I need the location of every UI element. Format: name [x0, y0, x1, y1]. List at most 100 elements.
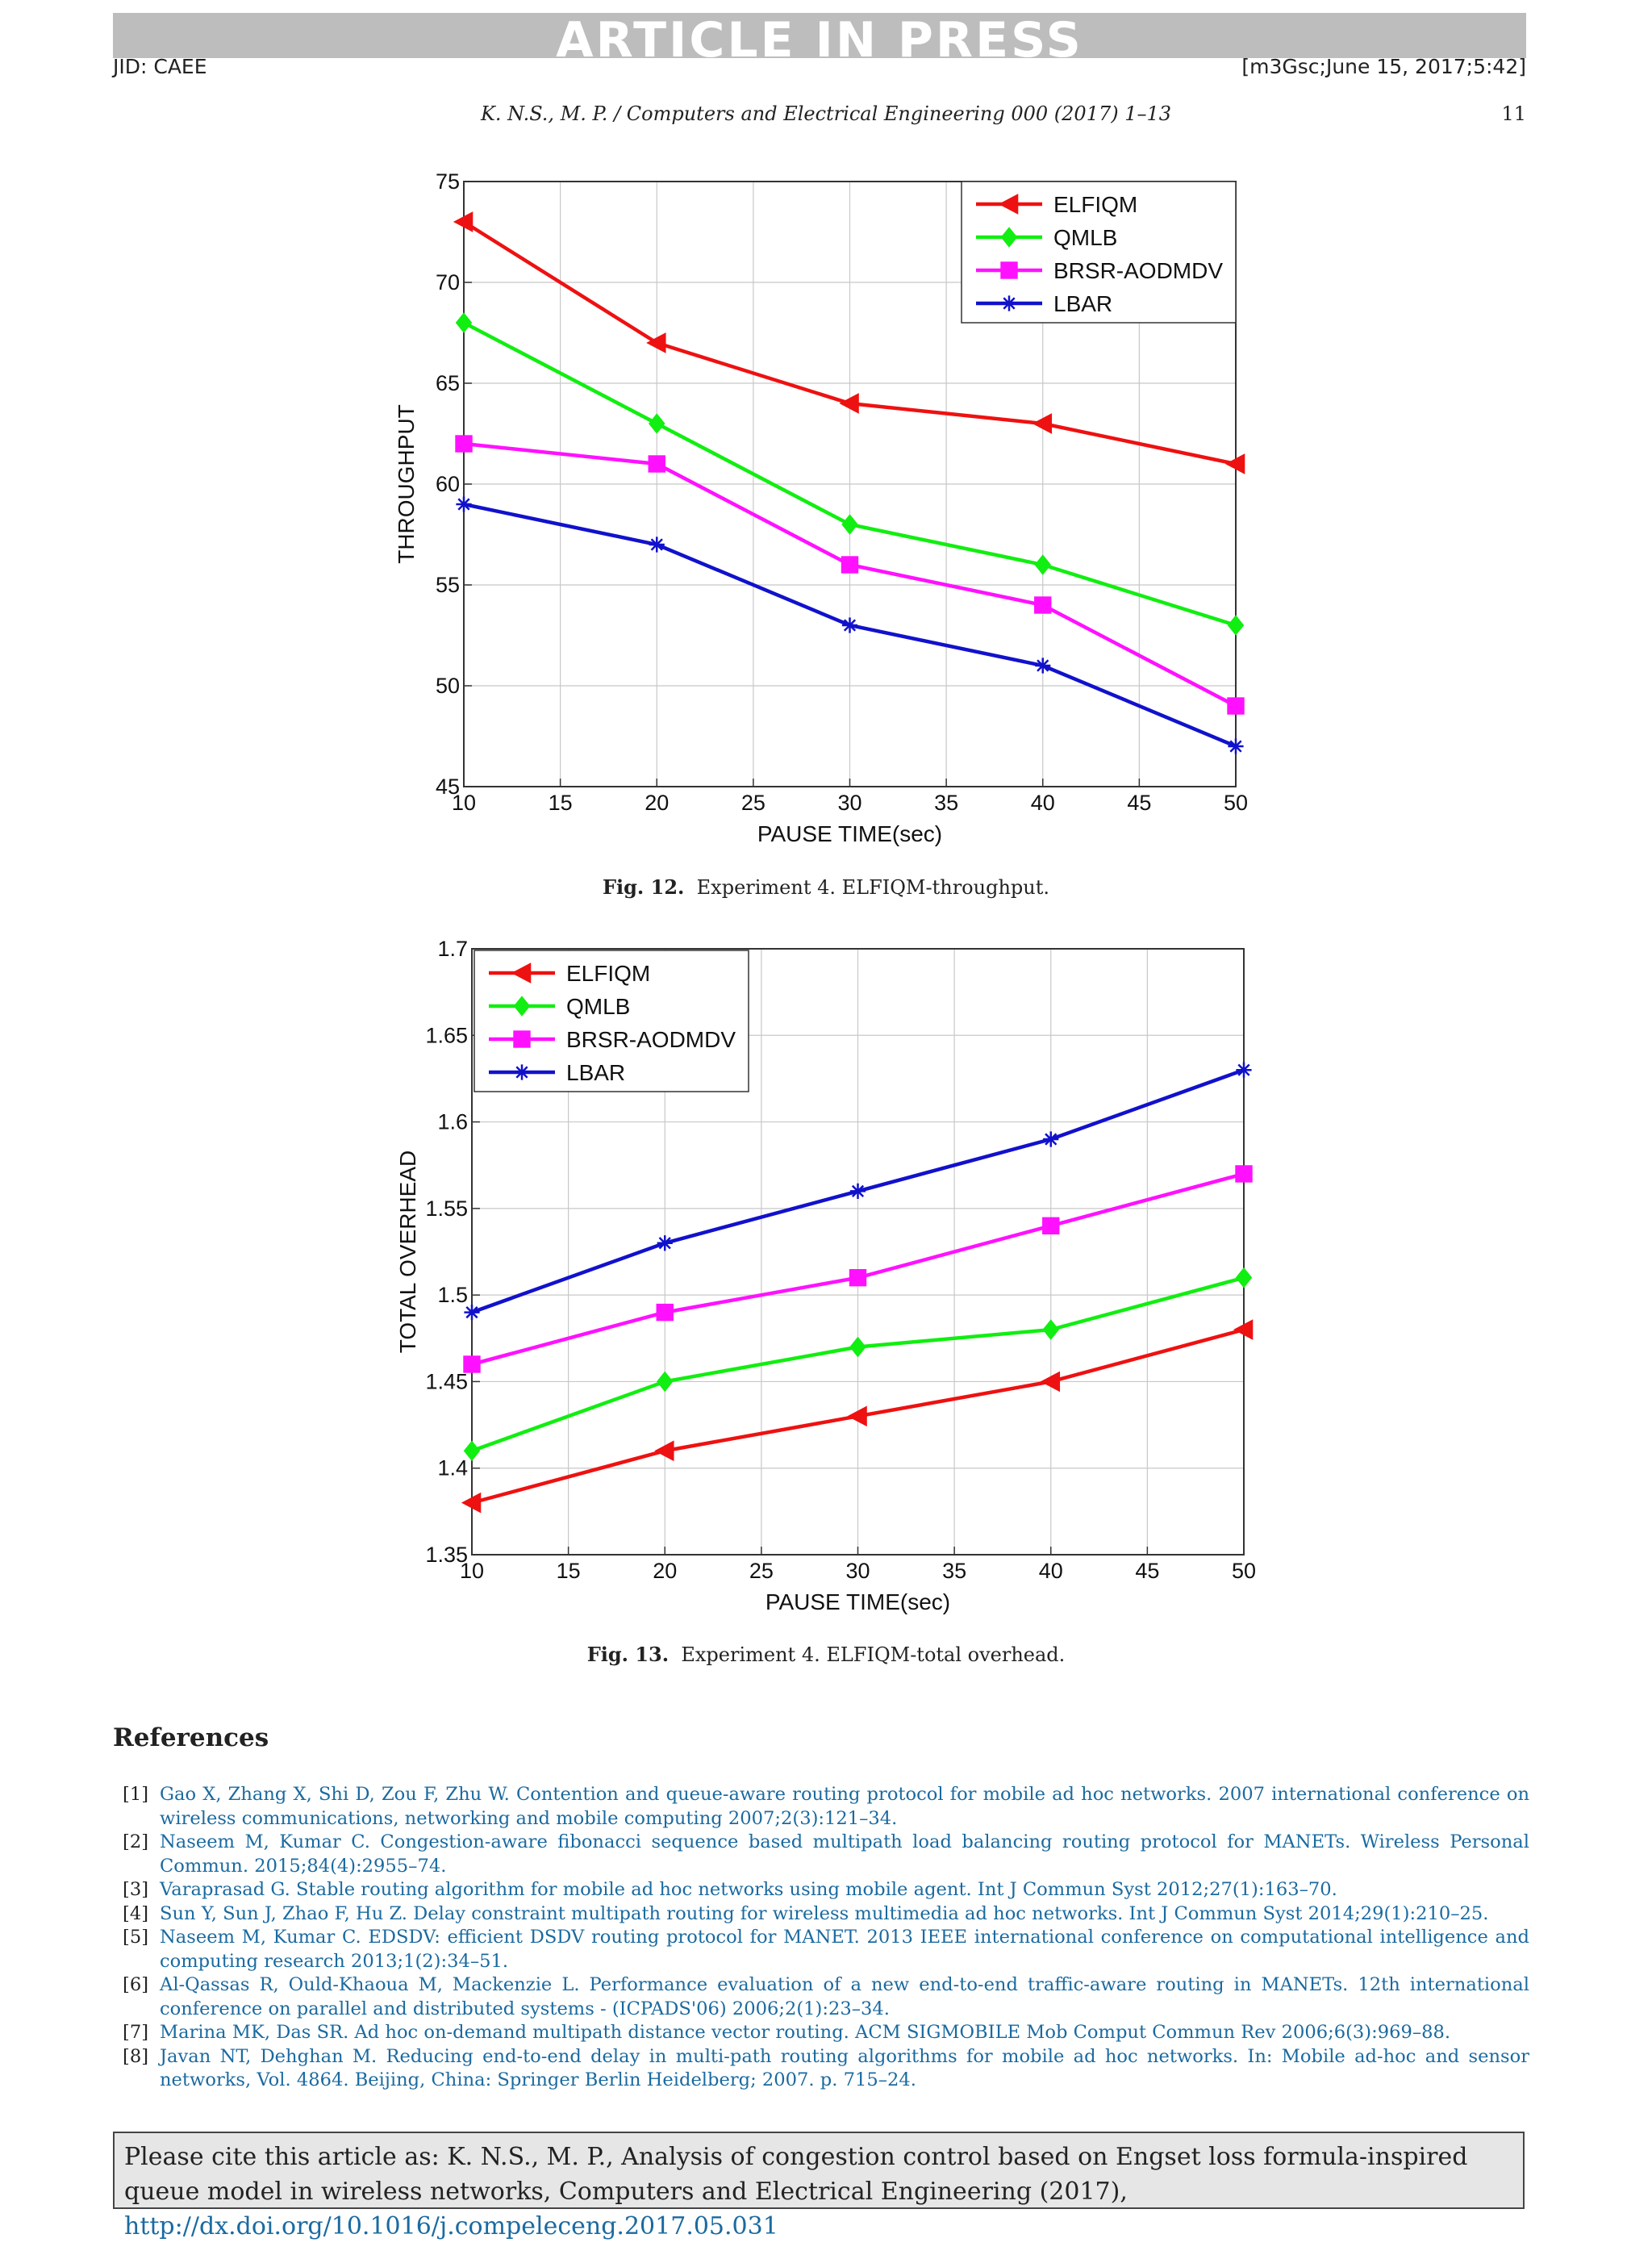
- data-point-marker: [1040, 1371, 1061, 1393]
- reference-text[interactable]: Al-Qassas R, Ould-Khaoua M, Mackenzie L.…: [160, 1974, 1529, 2019]
- data-point-marker: [455, 435, 473, 453]
- x-tick-label: 25: [749, 1559, 774, 1583]
- data-point-marker: [456, 496, 472, 512]
- reference-item[interactable]: [3] Varaprasad G. Stable routing algorith…: [113, 1878, 1529, 1902]
- data-point-marker: [649, 537, 665, 553]
- doi-link[interactable]: http://dx.doi.org/10.1016/j.compeleceng.…: [124, 2212, 778, 2240]
- legend-label: BRSR-AODMDV: [566, 1027, 736, 1052]
- x-tick-label: 35: [942, 1559, 966, 1583]
- data-point-marker: [453, 211, 473, 232]
- legend-item: LBAR: [489, 1060, 625, 1085]
- reference-list: [1] Gao X, Zhang X, Shi D, Zou F, Zhu W. …: [113, 1783, 1529, 2093]
- data-point-marker: [849, 1268, 867, 1287]
- legend: ELFIQM QMLB BRSR-AODMDV LBAR: [961, 181, 1237, 324]
- figure-13-caption: Fig. 13. Experiment 4. ELFIQM-total over…: [0, 1643, 1652, 1666]
- data-point-marker: [513, 996, 531, 1017]
- caption-text: Experiment 4. ELFIQM-total overhead.: [681, 1643, 1066, 1666]
- x-tick-label: 20: [653, 1559, 677, 1583]
- x-tick-label: 10: [460, 1559, 484, 1583]
- data-point-marker: [464, 1305, 480, 1321]
- data-point-marker: [654, 1440, 674, 1462]
- y-tick-label: 45: [436, 775, 460, 799]
- x-tick-label: 40: [1039, 1559, 1063, 1583]
- series-elfiqm: [461, 1319, 1254, 1514]
- data-point-marker: [847, 1405, 867, 1427]
- total-overhead-chart: 10 15 20 25 30 35 40 45 50 1.35 1.4 1.45 1.5 1.55 1.6 1…: [395, 937, 1256, 1614]
- data-point-marker: [1000, 227, 1018, 248]
- reference-number: [2]: [123, 1831, 149, 1852]
- data-point-marker: [1042, 1319, 1059, 1340]
- y-tick-label: 1.6: [437, 1110, 468, 1134]
- series-lbar: [464, 1062, 1252, 1321]
- data-point-marker: [646, 332, 666, 353]
- x-tick-label: 45: [1135, 1559, 1159, 1583]
- data-point-marker: [461, 1492, 482, 1514]
- reference-number: [3]: [123, 1879, 149, 1900]
- reference-text[interactable]: Marina MK, Das SR. Ad hoc on-demand mult…: [160, 2022, 1451, 2043]
- reference-text[interactable]: Varaprasad G. Stable routing algorithm f…: [160, 1879, 1337, 1900]
- caption-text: Experiment 4. ELFIQM-throughput.: [696, 876, 1049, 899]
- reference-text[interactable]: Javan NT, Dehghan M. Reducing end-to-end…: [160, 2045, 1529, 2091]
- y-tick-label: 55: [436, 573, 460, 597]
- reference-number: [6]: [123, 1974, 149, 1995]
- y-tick-label: 1.35: [425, 1543, 468, 1567]
- reference-item[interactable]: [1] Gao X, Zhang X, Shi D, Zou F, Zhu W. …: [113, 1783, 1529, 1831]
- data-point-marker: [649, 413, 665, 434]
- data-point-marker: [1000, 261, 1018, 279]
- data-point-marker: [657, 1371, 674, 1393]
- y-tick-label: 1.65: [425, 1023, 468, 1047]
- y-axis-label: TOTAL OVERHEAD: [395, 1150, 420, 1354]
- x-tick-label: 40: [1031, 791, 1055, 815]
- data-point-marker: [849, 1183, 866, 1199]
- reference-item[interactable]: [4] Sun Y, Sun J, Zhao F, Hu Z. Delay con…: [113, 1902, 1529, 1927]
- data-point-marker: [841, 556, 859, 574]
- reference-text[interactable]: Gao X, Zhang X, Shi D, Zou F, Zhu W. Con…: [160, 1784, 1529, 1829]
- data-point-marker: [1227, 615, 1245, 636]
- reference-text[interactable]: Naseem M, Kumar C. EDSDV: efficient DSDV…: [160, 1927, 1529, 1972]
- reference-text[interactable]: Sun Y, Sun J, Zhao F, Hu Z. Delay constr…: [160, 1902, 1489, 1924]
- data-point-marker: [648, 455, 665, 473]
- x-tick-label: 50: [1232, 1559, 1256, 1583]
- reference-item[interactable]: [8] Javan NT, Dehghan M. Reducing end-to-…: [113, 2045, 1529, 2093]
- data-point-marker: [1236, 1062, 1252, 1078]
- legend-item: QMLB: [976, 225, 1117, 250]
- series-lbar: [456, 496, 1244, 754]
- throughput-chart: 10 15 20 25 30 35 40 45 50 45 50 55 60 65 70 75 PAUSE TI…: [394, 169, 1248, 846]
- data-point-marker: [657, 1235, 673, 1251]
- data-point-marker: [1032, 413, 1053, 434]
- x-tick-label: 45: [1127, 791, 1151, 815]
- reference-text[interactable]: Naseem M, Kumar C. Congestion-aware fibo…: [160, 1831, 1529, 1877]
- data-point-marker: [1227, 697, 1245, 715]
- y-tick-label: 1.55: [425, 1196, 468, 1221]
- reference-item[interactable]: [7] Marina MK, Das SR. Ad hoc on-demand m…: [113, 2021, 1529, 2045]
- legend-label: ELFIQM: [1053, 192, 1137, 217]
- data-point-marker: [1034, 554, 1051, 575]
- caption-label: Fig. 13.: [586, 1643, 670, 1666]
- reference-item[interactable]: [5] Naseem M, Kumar C. EDSDV: efficient D…: [113, 1926, 1529, 1973]
- legend-label: ELFIQM: [566, 961, 650, 986]
- data-point-marker: [514, 1064, 530, 1080]
- series-brsr-aodmdv: [463, 1165, 1253, 1373]
- y-tick-label: 1.5: [437, 1283, 468, 1307]
- data-point-marker: [841, 514, 858, 535]
- reference-item[interactable]: [6] Al-Qassas R, Ould-Khaoua M, Mackenzie…: [113, 1973, 1529, 2021]
- reference-item[interactable]: [2] Naseem M, Kumar C. Congestion-aware f…: [113, 1831, 1529, 1878]
- legend-label: QMLB: [1053, 225, 1117, 250]
- legend-label: LBAR: [566, 1060, 625, 1085]
- data-point-marker: [1034, 596, 1052, 614]
- citation-box: Please cite this article as: K. N.S., M.…: [113, 2132, 1525, 2240]
- data-point-marker: [841, 617, 858, 633]
- data-point-marker: [1043, 1131, 1059, 1147]
- reference-number: [1]: [123, 1784, 149, 1805]
- data-point-marker: [455, 312, 473, 333]
- data-point-marker: [1235, 1165, 1253, 1183]
- reference-number: [8]: [123, 2045, 149, 2067]
- data-point-marker: [839, 393, 859, 414]
- legend-item: QMLB: [489, 994, 630, 1019]
- data-point-marker: [463, 1355, 481, 1373]
- data-point-marker: [656, 1303, 674, 1322]
- y-tick-label: 1.7: [437, 937, 468, 961]
- banner-text: ARTICLE IN PRESS: [556, 12, 1083, 69]
- y-tick-label: 50: [436, 674, 460, 698]
- data-point-marker: [1228, 738, 1244, 754]
